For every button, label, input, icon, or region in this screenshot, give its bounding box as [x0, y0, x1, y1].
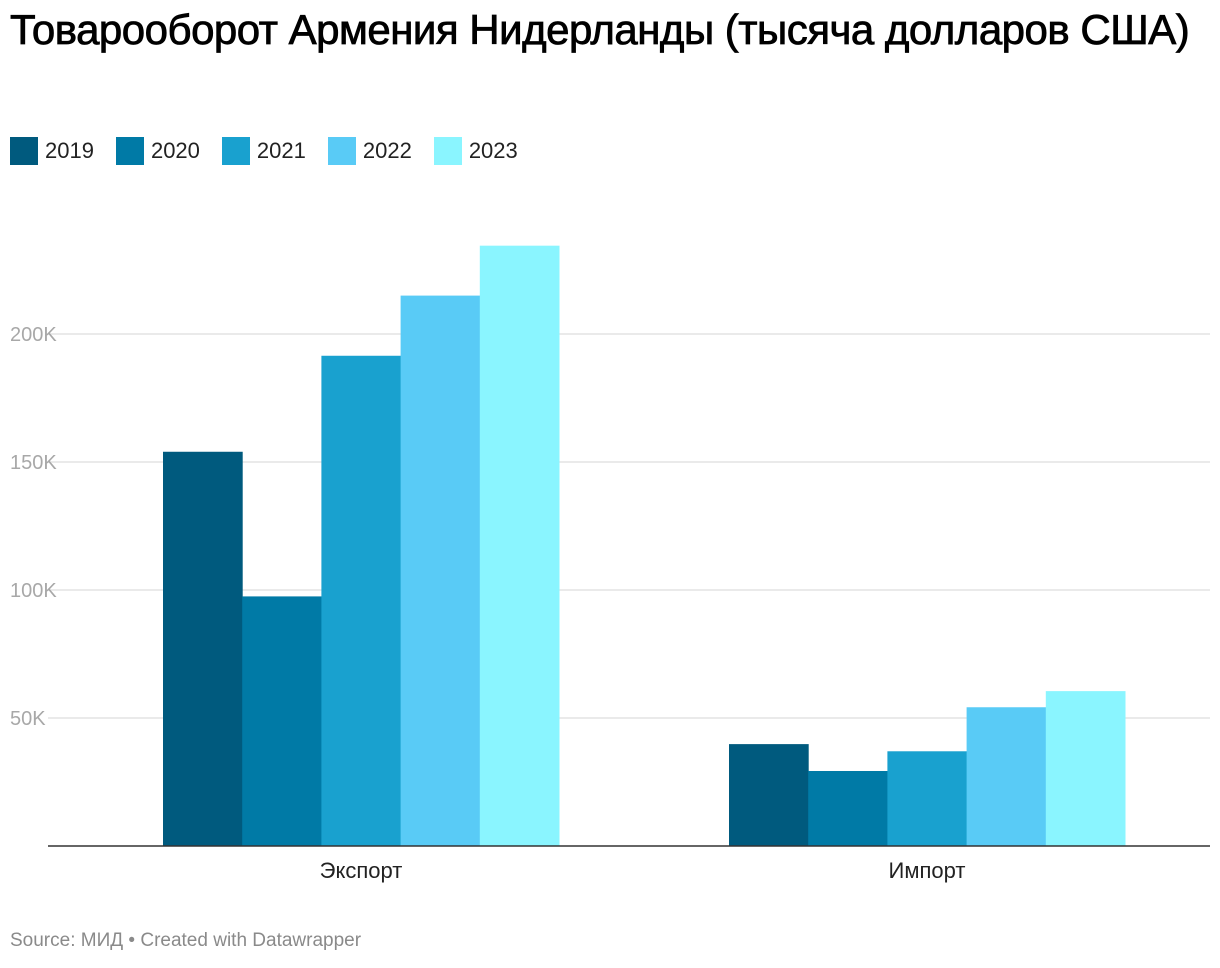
- bar-2019-export: [163, 451, 243, 846]
- legend-label-2021: 2021: [256, 138, 306, 163]
- y-tick-label: 150K: [10, 452, 57, 474]
- source-label: Source:: [10, 930, 76, 951]
- bar-2023-import: [1045, 691, 1126, 846]
- legend-swatch-2020: [115, 137, 144, 165]
- legend-swatch-2022: [327, 137, 356, 165]
- bar-2021-export: [321, 355, 402, 846]
- legend-item-2021: 2021: [221, 137, 306, 165]
- bar-2020-import: [808, 770, 888, 846]
- source-value: МИД: [80, 930, 124, 951]
- footer-credit: Created with Datawrapper: [140, 930, 362, 951]
- legend-label-2019: 2019: [45, 138, 94, 163]
- footer-separator: •: [128, 930, 136, 951]
- legend-label-2023: 2023: [468, 138, 518, 163]
- bar-2021-import: [887, 751, 968, 846]
- legend-swatch-2021: [221, 137, 250, 165]
- legend-item-2022: 2022: [327, 137, 412, 165]
- x-category-label: Импорт: [889, 858, 966, 883]
- bar-2020-export: [242, 596, 322, 846]
- bar-2022-import: [966, 707, 1047, 846]
- legend-label-2022: 2022: [362, 138, 412, 163]
- chart-legend: 2019 2020 2021 2022 2023: [10, 136, 540, 166]
- legend-swatch-2019: [10, 137, 38, 165]
- y-tick-label: 50K: [10, 708, 46, 730]
- y-tick-label: 100K: [10, 580, 57, 602]
- legend-item-2020: 2020: [115, 137, 200, 165]
- legend-item-2019: 2019: [10, 137, 94, 165]
- bar-chart: 50K 100K 150K 200K Экспорт Импорт: [10, 245, 1210, 883]
- bar-2022-export: [400, 295, 481, 847]
- footer: Source: МИД • Created with Datawrapper: [10, 930, 361, 952]
- chart-title: Товарооборот Армения Нидерланды (тысяча …: [10, 6, 1191, 54]
- y-tick-label: 200K: [10, 324, 57, 346]
- x-category-label: Экспорт: [320, 858, 403, 883]
- bar-2023-export: [479, 245, 560, 846]
- legend-item-2023: 2023: [433, 137, 518, 165]
- legend-label-2020: 2020: [150, 138, 200, 163]
- legend-swatch-2023: [433, 137, 462, 165]
- bar-2019-import: [729, 744, 809, 846]
